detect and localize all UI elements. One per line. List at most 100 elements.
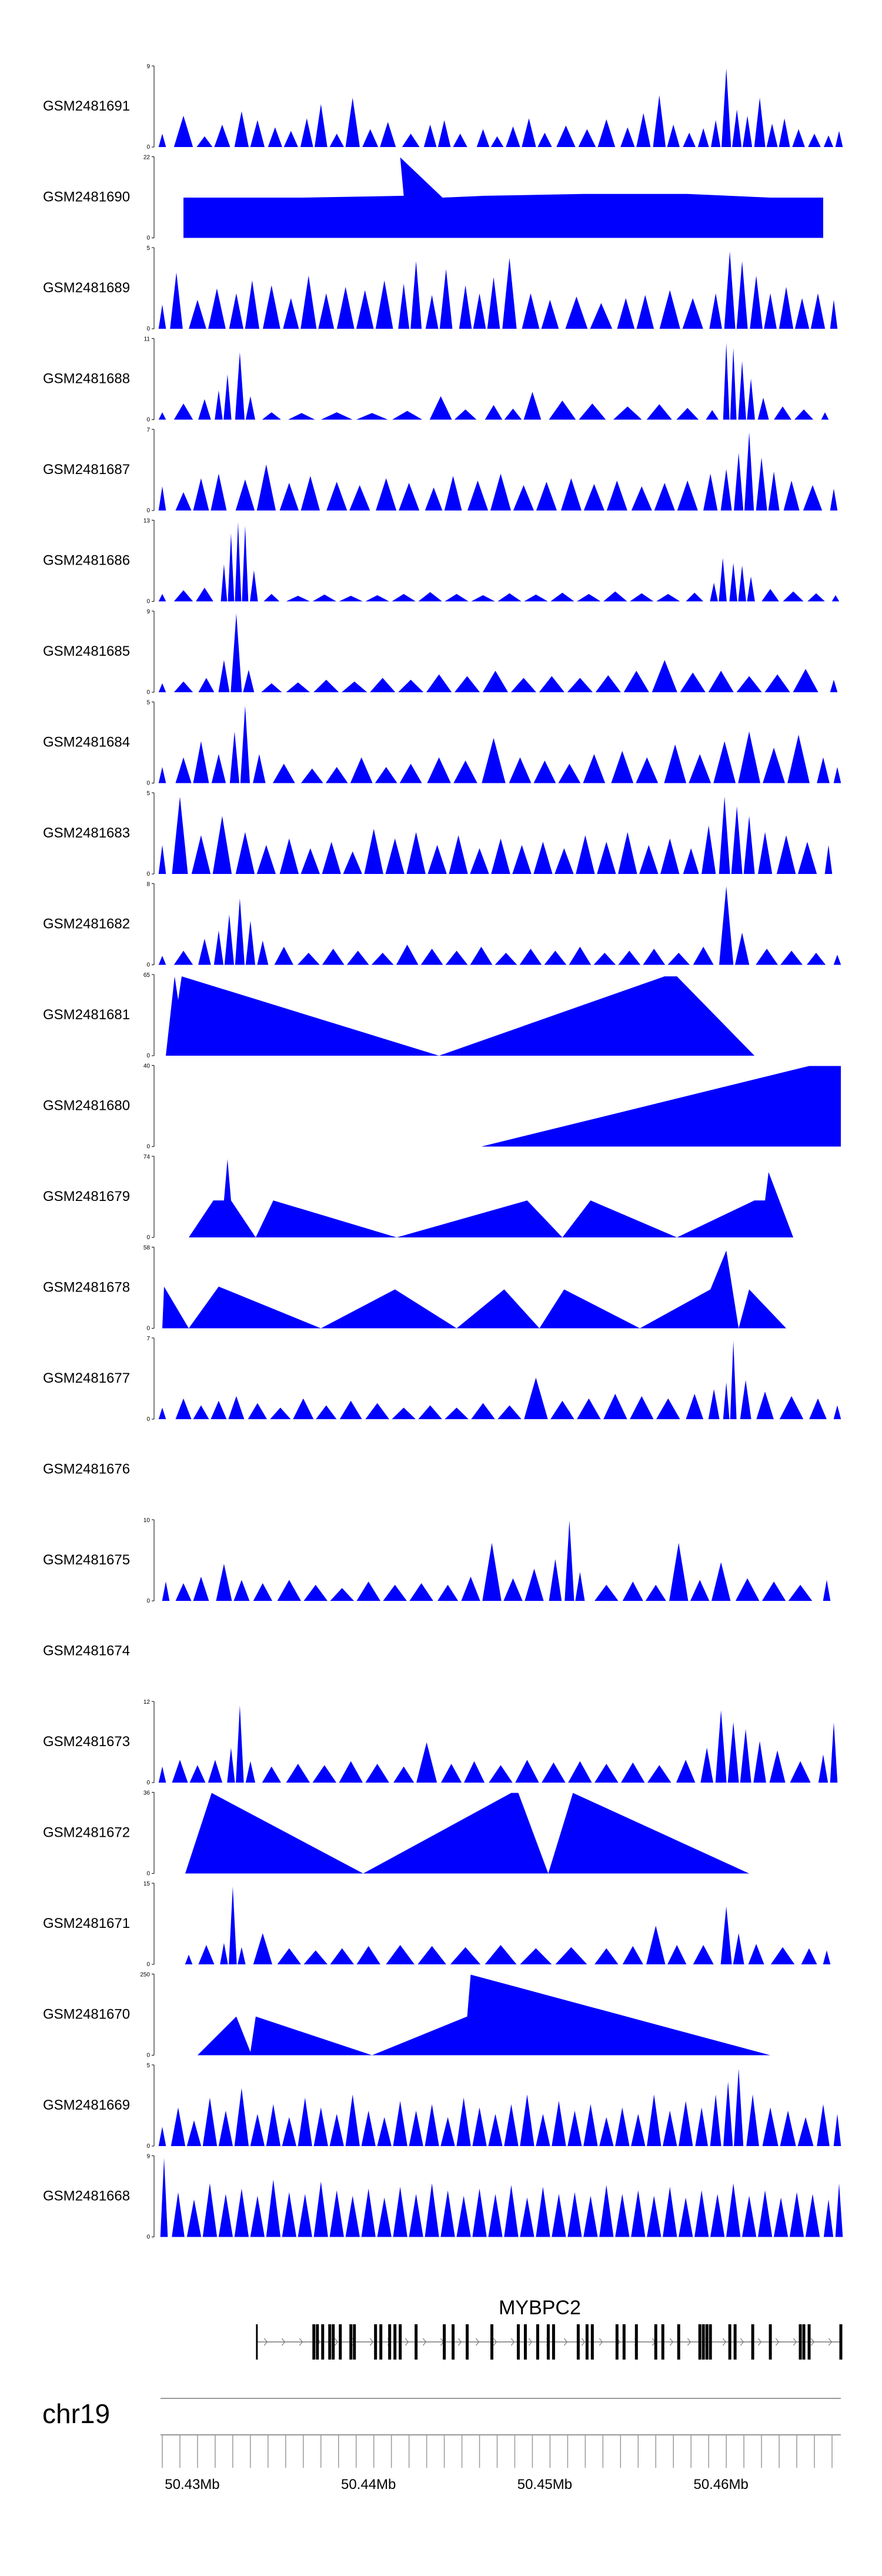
coverage-peak: [329, 2190, 344, 2237]
coverage-peak: [522, 118, 536, 147]
gene-exon: [466, 2324, 469, 2360]
coverage-peak: [779, 1396, 804, 1419]
coverage-peak: [356, 1946, 380, 1964]
coverage-peak: [224, 914, 234, 965]
coverage-peak: [229, 1886, 237, 1964]
coverage-peak: [313, 2181, 328, 2237]
coverage-peak: [544, 950, 567, 965]
coverage-peak: [597, 119, 616, 147]
coverage-peak: [524, 1377, 548, 1419]
track-label: GSM2481668: [43, 2188, 130, 2204]
coverage-peak: [652, 660, 677, 692]
coverage-peak: [441, 1764, 462, 1783]
coverage-peak: [172, 1760, 188, 1783]
coverage-peak: [807, 593, 825, 602]
coverage-peak: [757, 398, 769, 420]
coverage-peak: [218, 2194, 233, 2237]
coverage-peak: [611, 750, 634, 783]
coverage-peak: [639, 845, 659, 874]
y-max-label: 10: [143, 1517, 151, 1524]
coverage-peak: [537, 132, 552, 147]
y-min-label: 0: [146, 417, 150, 423]
gene-exon: [698, 2324, 701, 2360]
coverage-peak: [830, 299, 838, 329]
coverage-peak: [613, 406, 642, 420]
gene-exon: [316, 2324, 319, 2360]
coverage-peak: [377, 2117, 392, 2146]
strand-arrow: [810, 2338, 815, 2346]
gene-exon: [769, 2324, 772, 2360]
y-min-label: 0: [146, 1416, 150, 1423]
coverage-peak: [371, 953, 394, 965]
gene-exon: [328, 2324, 332, 2360]
coverage-peak: [235, 479, 255, 510]
y-max-label: 40: [143, 1063, 151, 1070]
coverage-peak: [198, 678, 215, 692]
coverage-peak: [667, 1945, 687, 1964]
coverage-peak: [647, 1765, 671, 1783]
coverage-peak: [274, 946, 293, 965]
coverage-peak: [720, 469, 732, 510]
coverage-peak: [345, 2094, 360, 2146]
coverage-peak: [482, 738, 506, 783]
coverage-peak: [229, 293, 243, 329]
coverage-peak: [577, 593, 601, 602]
coverage-peak: [552, 2194, 566, 2237]
coverage-peak: [830, 679, 838, 692]
coverage-peak: [599, 2117, 614, 2146]
coverage-peak: [583, 754, 606, 783]
coverage-peak: [823, 1580, 831, 1601]
coverage-peak: [523, 392, 542, 420]
coverage-peak: [235, 352, 245, 420]
coverage-peak: [823, 135, 834, 147]
coverage-peak: [736, 261, 748, 329]
coverage-peak: [186, 2199, 202, 2237]
coverage-peak: [783, 481, 800, 510]
coverage-peak: [679, 2101, 693, 2146]
coverage-peak: [293, 1398, 314, 1419]
track-GSM2481681: GSM2481681 65 0: [43, 972, 755, 1059]
coverage-peak: [459, 285, 472, 329]
coverage-peak: [193, 741, 209, 783]
coverage-peak: [196, 136, 213, 147]
coverage-peak: [504, 408, 522, 420]
coverage-peak: [575, 1571, 585, 1601]
coverage-peak: [783, 591, 804, 602]
coverage-peak: [504, 2185, 519, 2237]
y-max-label: 36: [143, 1790, 151, 1797]
coverage-peak: [555, 1947, 587, 1964]
coverage-peak: [208, 1760, 223, 1783]
coverage-area: [189, 1159, 794, 1237]
coverage-peak: [792, 129, 805, 147]
gene-exon: [709, 2324, 712, 2360]
coverage-peak: [300, 275, 317, 329]
coverage-peak: [425, 295, 439, 329]
coverage-peak: [748, 1944, 764, 1964]
y-min-label: 0: [146, 1780, 150, 1786]
coverage-peak: [636, 757, 659, 783]
gene-exon: [388, 2324, 392, 2360]
track-GSM2481669: GSM2481669 5 0: [43, 2063, 841, 2150]
coverage-peak: [790, 1761, 811, 1783]
coverage-peak: [710, 2094, 721, 2146]
coverage-peak: [734, 453, 744, 510]
coverage-peak: [279, 483, 299, 510]
coverage-peak: [787, 735, 810, 783]
coverage-peak: [213, 930, 223, 965]
y-max-label: 12: [143, 1699, 151, 1706]
coverage-peak: [444, 476, 462, 510]
coverage-peak: [300, 768, 323, 783]
coverage-peak: [578, 129, 596, 147]
coverage-peak: [361, 2188, 376, 2237]
coverage-peak: [833, 2114, 841, 2146]
coverage-peak: [385, 838, 405, 874]
coverage-peak: [392, 593, 416, 602]
coverage-peak: [490, 473, 511, 510]
coverage-peak: [579, 403, 606, 420]
coverage-peak: [440, 2190, 455, 2237]
coverage-peak: [193, 1405, 209, 1419]
coverage-peak: [185, 1954, 193, 1964]
track-label: GSM2481677: [43, 1370, 130, 1386]
track-label: GSM2481686: [43, 553, 130, 569]
coverage-peak: [590, 303, 613, 329]
